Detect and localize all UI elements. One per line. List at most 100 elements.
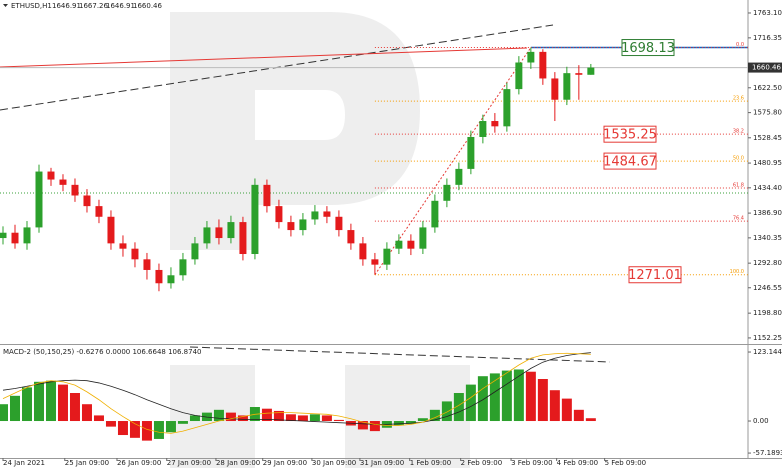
macd-bar [33, 381, 44, 422]
macd-bar [261, 408, 272, 422]
x-tick-label: 3 Feb 09:00 [511, 459, 552, 467]
candle-body [383, 248, 391, 265]
candle-body [503, 89, 511, 127]
macd-bar [57, 384, 68, 422]
macd-signal-line [2, 352, 591, 434]
candle-body [167, 275, 175, 284]
macd-bar [549, 390, 560, 422]
candle-body [119, 243, 127, 249]
macd-bar [357, 421, 368, 430]
macd-bar [489, 373, 500, 422]
header-value: 1660.46 [133, 2, 162, 10]
y-tick-label: 1575.80 [753, 109, 782, 117]
macd-bar [189, 415, 200, 422]
macd-bar [237, 415, 248, 422]
price-box [628, 266, 682, 284]
candle-body [347, 230, 355, 244]
candle-body [191, 243, 199, 260]
candle-body [455, 168, 463, 185]
candle-body [551, 78, 559, 100]
macd-bar [537, 379, 548, 422]
candle-body [47, 171, 55, 180]
symbol: ETHUSD,H1 [11, 2, 52, 10]
macd-bar [513, 369, 524, 422]
price-box [603, 152, 657, 170]
macd-bar [321, 415, 332, 422]
macd-bar [477, 376, 488, 422]
watermark [170, 12, 420, 250]
macd-bar [309, 414, 320, 422]
macd-bar [9, 395, 20, 422]
macd-bar [153, 421, 164, 439]
trend-line [189, 346, 611, 363]
y-tick-label: 1198.80 [753, 309, 782, 317]
x-tick-label: 28 Jan 09:00 [216, 459, 260, 467]
macd-bar [465, 384, 476, 422]
trend-line [0, 47, 528, 68]
macd-bar [141, 421, 152, 441]
macd-bar [0, 404, 8, 422]
price-box-label: 1484.67 [603, 155, 657, 170]
y-tick-label: 1480.95 [753, 159, 782, 167]
y-tick-label: 1434.40 [753, 184, 782, 192]
macd-bar [525, 371, 536, 422]
macd-bar [165, 421, 176, 433]
x-tick-label: 26 Jan 09:00 [117, 459, 161, 467]
y-tick-label: 1292.80 [753, 259, 782, 267]
candle-body [407, 240, 415, 249]
y-tick-label: 1152.25 [753, 334, 782, 342]
macd-bar [417, 418, 428, 422]
candle-body [0, 232, 7, 239]
macd-bar [369, 421, 380, 432]
y-tick-label: 1622.50 [753, 84, 782, 92]
macd-bar [225, 412, 236, 422]
macd-bar [117, 421, 128, 436]
macd-bar [105, 421, 116, 427]
fib-level-label: 100.0 [730, 269, 744, 275]
macd-bar [45, 380, 56, 422]
y-tick-label: 1340.35 [753, 234, 782, 242]
candle-body [179, 259, 187, 276]
candle-body [11, 232, 19, 244]
candle-body [335, 216, 343, 231]
macd-bar [285, 414, 296, 422]
candle-body [299, 219, 307, 231]
indicator-header: MACD-2 (50,150,25) -0.6276 0.0000 106.66… [3, 348, 202, 356]
y-tick-label: 1246.55 [753, 284, 782, 292]
candle-body [515, 62, 523, 90]
macd-bar [69, 393, 80, 422]
x-tick-label: 1 Feb 09:00 [410, 459, 451, 467]
macd-bar [21, 387, 32, 422]
macd-bar [93, 415, 104, 422]
candle-body [23, 227, 31, 244]
macd-bar [573, 409, 584, 422]
candle-body [587, 67, 595, 75]
y-tick-label: 1763.10 [753, 9, 782, 17]
macd-bar [405, 421, 416, 424]
macd-bar [429, 409, 440, 422]
y-tick-label: 1528.45 [753, 134, 782, 142]
x-tick-label: 2 Feb 09:00 [461, 459, 502, 467]
candle-body [263, 184, 271, 207]
candle-body [59, 179, 67, 185]
candle-body [131, 248, 139, 260]
menu-icon[interactable] [3, 4, 8, 7]
fib-level-label: 61.8 [733, 182, 744, 188]
macd-bar [177, 421, 188, 424]
candle-body [215, 227, 223, 239]
candle-body [431, 200, 439, 228]
macd-bar [501, 370, 512, 422]
candle-body [287, 222, 295, 231]
price-box [603, 125, 657, 143]
x-tick-label: 30 Jan 09:00 [312, 459, 356, 467]
fib-level-label: 38.2 [733, 129, 744, 135]
candle-body [71, 184, 79, 196]
candle-body [95, 206, 103, 217]
candle-body [359, 243, 367, 260]
candle-body [311, 211, 319, 220]
candle-body [239, 222, 247, 255]
macd-bar [129, 421, 140, 438]
x-tick-label: 29 Jan 09:00 [263, 459, 307, 467]
candle-body [227, 222, 235, 239]
